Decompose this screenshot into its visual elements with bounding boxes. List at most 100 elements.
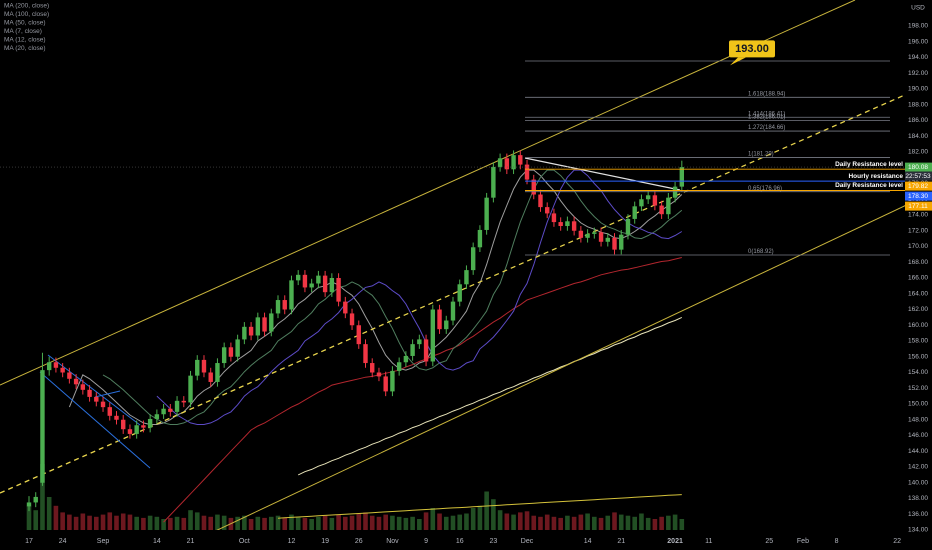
candle-body (161, 408, 166, 415)
candle-body (383, 376, 388, 392)
candle-body (302, 274, 308, 288)
volume-bar (248, 519, 254, 530)
x-tick-label: Dec (521, 538, 534, 545)
candle-body (228, 347, 234, 357)
candle-body (396, 362, 402, 371)
volume-bar (289, 514, 294, 530)
x-tick-label: 26 (355, 538, 363, 545)
volume-bar (585, 513, 590, 530)
target-box (729, 40, 775, 58)
resistance-tag: 177.11 (908, 203, 928, 210)
volume-bar (504, 513, 510, 530)
y-tick-label: 146.00 (908, 432, 928, 439)
candle-body (612, 237, 617, 250)
volume-bar (114, 515, 119, 530)
candle-body (67, 372, 72, 379)
candle-body (349, 313, 355, 326)
candle-body (423, 339, 429, 362)
volume-bar (383, 514, 388, 530)
volume-bar (659, 516, 664, 530)
candle-body (666, 197, 671, 215)
x-tick-label: 22 (893, 538, 901, 545)
y-tick-label: 154.00 (908, 369, 928, 376)
volume-bar (632, 516, 637, 530)
volume-bar (625, 515, 631, 530)
candle-body (26, 502, 32, 507)
candle-body (558, 222, 563, 227)
candle-body (73, 378, 79, 385)
candle-body (195, 359, 200, 376)
candle-body (134, 425, 139, 434)
x-tick-label: 14 (153, 538, 161, 545)
candle-body (296, 274, 301, 281)
x-tick-label: 11 (705, 538, 712, 545)
fib-label: 1(181.29) (748, 152, 774, 158)
resistance-label: Daily Resistance level (835, 161, 903, 168)
candle-body (154, 414, 160, 419)
x-tick-label: 12 (288, 538, 296, 545)
candle-body (524, 164, 530, 180)
trend-dashed (0, 94, 905, 494)
volume-bar (470, 508, 476, 530)
volume-bar (242, 515, 247, 530)
volume-bar (33, 510, 39, 530)
volume-bar (551, 516, 557, 530)
candle-body (53, 362, 59, 368)
x-tick-label: Oct (239, 538, 250, 545)
y-tick-label: 162.00 (908, 306, 928, 313)
candle-body (221, 347, 227, 364)
candles (26, 150, 685, 512)
candle-body (147, 418, 153, 428)
volume-bar (94, 516, 99, 530)
y-tick-label: 170.00 (908, 243, 928, 250)
volume-bar (544, 514, 550, 530)
y-tick-label: 160.00 (908, 322, 928, 329)
volume-bar (168, 517, 173, 530)
volume-bar (565, 515, 570, 530)
x-tick-label: 8 (835, 538, 839, 545)
volume-bar (450, 515, 456, 530)
candle-body (87, 389, 92, 397)
volume-bar (417, 519, 422, 530)
fib-label: 0(168.92) (748, 249, 774, 255)
volume-bar (181, 517, 187, 530)
y-tick-label: 174.00 (908, 212, 928, 219)
volume-bar (174, 516, 180, 530)
countdown-tag-box (905, 171, 932, 181)
flag-line (47, 354, 141, 426)
volume-bar (60, 512, 65, 530)
candle-body (235, 339, 240, 357)
candle-body (652, 195, 658, 206)
candle-body (282, 300, 287, 310)
candle-body (275, 300, 281, 314)
volume-bar (390, 515, 395, 530)
volume-bar (531, 515, 537, 530)
y-tick-label: 138.00 (908, 495, 928, 502)
target-pointer (730, 57, 746, 66)
volume-bar (73, 516, 79, 530)
y-tick-label: 190.00 (908, 86, 928, 93)
x-tick-label: 2021 (667, 538, 683, 545)
candle-body (551, 213, 557, 223)
volume-bar (336, 514, 341, 530)
volume-bar (437, 513, 442, 530)
candle-body (571, 221, 577, 231)
volume-bar (376, 516, 382, 530)
candle-body (565, 221, 570, 227)
candle-body (188, 375, 193, 403)
ma-line (297, 316, 683, 476)
currency: USD (911, 5, 925, 12)
resistance-tag-box (905, 191, 932, 201)
fib-label: 0.65(176.96) (748, 186, 782, 192)
x-tick-label: 21 (617, 538, 625, 545)
candle-body (329, 277, 335, 293)
y-tick-label: 140.00 (908, 479, 928, 486)
candle-body (538, 194, 543, 208)
y-tick-label: 166.00 (908, 275, 928, 282)
candle-body (40, 370, 45, 483)
target-label: 193.00 (735, 43, 769, 55)
candle-body (464, 270, 469, 285)
candle-body (343, 301, 348, 314)
candle-body (679, 167, 685, 187)
